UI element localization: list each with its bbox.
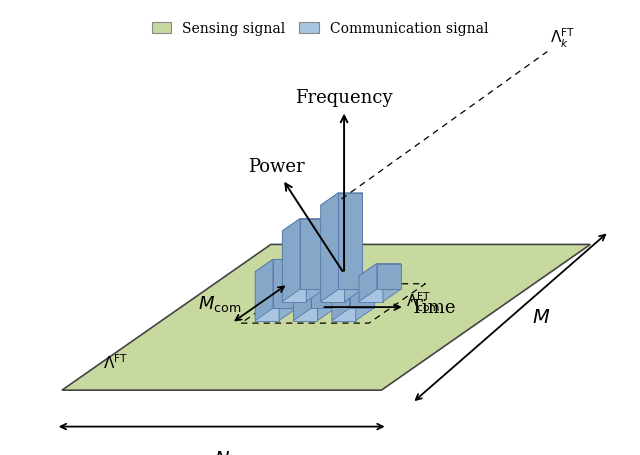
Polygon shape	[273, 260, 297, 308]
Text: $M$: $M$	[532, 308, 550, 327]
Polygon shape	[294, 229, 335, 241]
Polygon shape	[294, 241, 317, 321]
Polygon shape	[359, 264, 377, 302]
Polygon shape	[282, 219, 300, 302]
Polygon shape	[279, 260, 297, 321]
Text: Power: Power	[248, 157, 305, 176]
Polygon shape	[356, 273, 374, 321]
Text: $\Lambda_{\rm com}^{\rm FT}$: $\Lambda_{\rm com}^{\rm FT}$	[406, 290, 441, 313]
Polygon shape	[349, 273, 374, 308]
Polygon shape	[294, 229, 311, 321]
Polygon shape	[62, 245, 590, 390]
Polygon shape	[282, 232, 307, 302]
Polygon shape	[383, 264, 401, 302]
Text: Time: Time	[411, 298, 456, 316]
Legend: Sensing signal, Communication signal: Sensing signal, Communication signal	[146, 16, 494, 41]
Text: $\Lambda^{\rm FT}$: $\Lambda^{\rm FT}$	[103, 352, 128, 371]
Polygon shape	[300, 219, 324, 289]
Polygon shape	[344, 193, 362, 302]
Polygon shape	[359, 276, 383, 302]
Polygon shape	[377, 264, 401, 289]
Text: Frequency: Frequency	[295, 89, 393, 107]
Polygon shape	[321, 206, 344, 302]
Polygon shape	[317, 229, 335, 321]
Polygon shape	[332, 273, 349, 321]
Polygon shape	[255, 260, 297, 272]
Polygon shape	[311, 229, 335, 308]
Text: $N$: $N$	[214, 450, 230, 455]
Polygon shape	[339, 193, 362, 289]
Polygon shape	[255, 260, 273, 321]
Text: $M_{\rm com}$: $M_{\rm com}$	[198, 294, 241, 314]
Polygon shape	[307, 219, 324, 302]
Text: $\Lambda_{k}^{\rm FT}$: $\Lambda_{k}^{\rm FT}$	[550, 27, 575, 50]
Polygon shape	[321, 193, 362, 206]
Polygon shape	[255, 272, 279, 321]
Polygon shape	[332, 273, 374, 285]
Polygon shape	[321, 193, 339, 302]
Polygon shape	[282, 219, 324, 232]
Polygon shape	[332, 285, 356, 321]
Polygon shape	[359, 264, 401, 276]
